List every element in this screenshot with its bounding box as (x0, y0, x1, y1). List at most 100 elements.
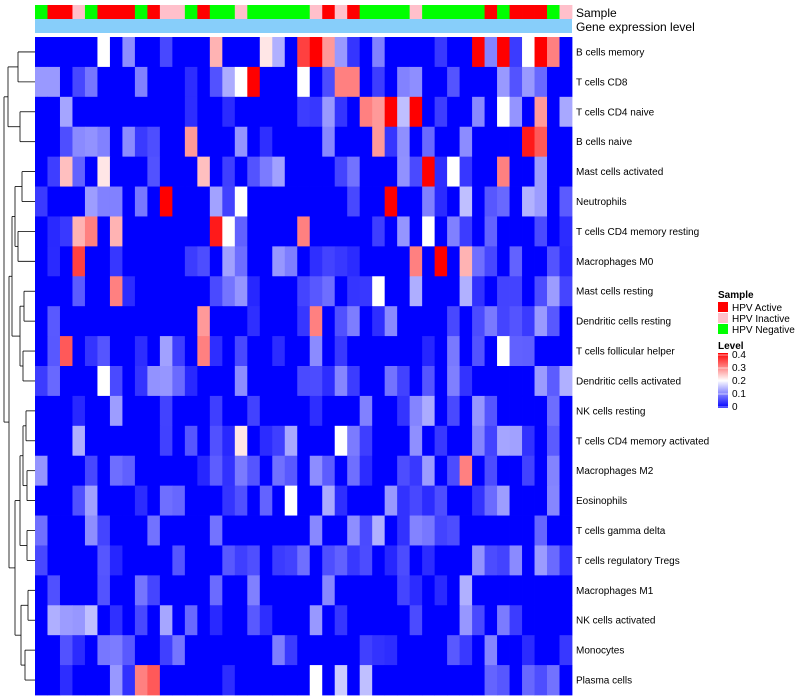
heatmap-cell (247, 306, 261, 337)
heatmap-cell (347, 246, 361, 277)
heatmap-cell (284, 336, 298, 367)
heatmap-cell (72, 306, 86, 337)
heatmap-cell (347, 216, 361, 247)
heatmap-cell (109, 336, 123, 367)
heatmap-cell (309, 66, 323, 98)
heatmap-cell (559, 366, 573, 397)
sample-annotation-cell (459, 5, 473, 19)
heatmap-cell (147, 336, 161, 367)
heatmap-cell (372, 186, 386, 217)
heatmap-cell (534, 336, 548, 367)
heatmap-cell (284, 366, 298, 397)
legend-label-hpv-inactive: HPV Inactive (732, 314, 790, 325)
heatmap-cell (122, 336, 136, 367)
heatmap-cell (497, 635, 510, 666)
heatmap-cell (309, 665, 323, 696)
heatmap-cell (509, 515, 523, 546)
heatmap-cell (547, 605, 560, 636)
heatmap-cell (209, 306, 223, 337)
heatmap-cell (322, 96, 336, 128)
sample-track-label: Sample (576, 6, 617, 20)
heatmap-cell (184, 605, 198, 636)
heatmap-cell (334, 156, 348, 187)
heatmap-cell (59, 96, 73, 128)
heatmap-cell (284, 575, 298, 606)
heatmap-cell (259, 575, 273, 606)
heatmap-cell (147, 126, 161, 158)
heatmap-cell (397, 485, 411, 516)
heatmap-cell (259, 186, 273, 217)
heatmap-cell (409, 605, 423, 636)
heatmap-cell (559, 306, 573, 337)
heatmap-cell (434, 216, 448, 247)
heatmap-cell (322, 395, 336, 427)
heatmap-cell (72, 366, 86, 397)
heatmap-cell (434, 395, 448, 427)
heatmap-cell (222, 336, 236, 367)
heatmap-cell (559, 126, 573, 158)
heatmap-cell (297, 246, 311, 277)
heatmap-cell (72, 425, 86, 457)
heatmap-cell (259, 37, 273, 68)
heatmap-cell (422, 605, 436, 636)
heatmap-cell (334, 216, 348, 247)
heatmap-cell (409, 246, 423, 277)
legend-swatch-hpv-inactive (718, 313, 728, 323)
heatmap-cell (247, 605, 261, 636)
heatmap-cell (359, 186, 373, 217)
heatmap-cell (497, 665, 510, 696)
heatmap-cell (122, 156, 136, 187)
heatmap-cell (347, 126, 361, 158)
heatmap-cell (309, 395, 323, 427)
heatmap-cell (559, 156, 573, 187)
heatmap-cell (47, 156, 61, 187)
heatmap-cell (347, 96, 361, 128)
heatmap-cell (434, 545, 448, 576)
heatmap-cell (447, 336, 461, 367)
heatmap-cell (59, 635, 73, 666)
heatmap-cell (434, 665, 448, 696)
heatmap-cell (172, 366, 186, 397)
heatmap-cell (347, 366, 361, 397)
heatmap-cell (447, 37, 461, 68)
heatmap-cell (397, 635, 411, 666)
heatmap-cell (259, 276, 273, 307)
heatmap-cell (159, 276, 173, 307)
heatmap-cell (472, 366, 485, 397)
heatmap-cell (209, 66, 223, 98)
gene-expression-annotation-bar (35, 19, 572, 33)
sample-annotation-cell (322, 5, 336, 19)
heatmap-cell (247, 545, 261, 576)
heatmap-cell (147, 66, 161, 98)
heatmap-cell (97, 336, 111, 367)
heatmap-cell (259, 156, 273, 187)
heatmap-cell (84, 66, 98, 98)
sample-annotation-cell (97, 5, 111, 19)
heatmap-cell (509, 635, 523, 666)
heatmap-cell (272, 485, 286, 516)
heatmap-cell (184, 156, 198, 187)
heatmap-cell (222, 216, 236, 247)
heatmap-cell (222, 96, 236, 128)
heatmap-cell (147, 395, 161, 427)
heatmap-cell (84, 665, 98, 696)
heatmap-cell (97, 395, 111, 427)
heatmap-cell (134, 366, 148, 397)
heatmap-cell (522, 455, 535, 487)
heatmap-cell (159, 425, 173, 457)
heatmap-cell (234, 96, 248, 128)
heatmap-cell (272, 366, 286, 397)
heatmap-cell (547, 455, 560, 487)
heatmap-cell (209, 545, 223, 576)
heatmap-cell (347, 635, 361, 666)
heatmap-cell (72, 216, 86, 247)
legend-tick-label: 0.4 (732, 350, 746, 361)
heatmap-cell (347, 455, 361, 487)
heatmap-cell (322, 126, 336, 158)
legend-sample: Sample HPV Active HPV Inactive HPV Negat… (718, 290, 795, 336)
heatmap-cell (35, 126, 48, 158)
heatmap-cell (172, 605, 186, 636)
heatmap-cell (247, 96, 261, 128)
sample-annotation-cell (497, 5, 510, 19)
heatmap-cell (534, 156, 548, 187)
